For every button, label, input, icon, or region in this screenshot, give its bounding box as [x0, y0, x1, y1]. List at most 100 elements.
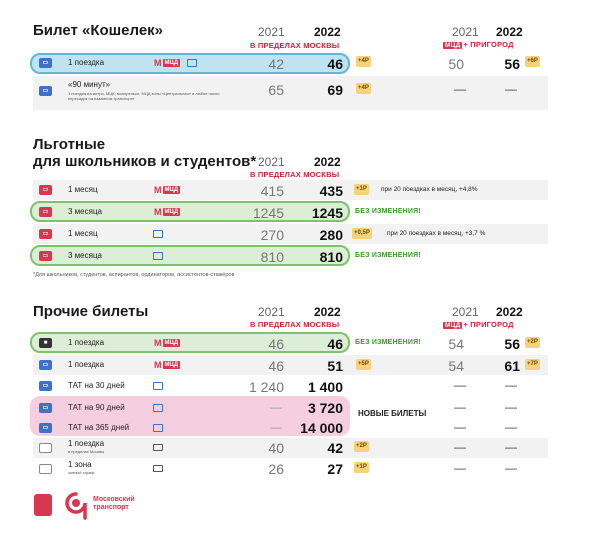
price-2021: 40 [268, 440, 284, 456]
card-icon: ▭ [39, 381, 52, 391]
dash: — [454, 420, 466, 434]
card-icon: ▭ [39, 423, 52, 433]
increase-tag: +4Р [356, 83, 371, 94]
dash: — [505, 82, 517, 96]
student-card-icon: ▭ [39, 185, 52, 195]
table-row [33, 438, 548, 458]
increase-tag-suburb: +6Р [525, 56, 540, 67]
zone-moscow: В ПРЕДЕЛАХ МОСКВЫ [250, 170, 340, 179]
dash: — [454, 400, 466, 414]
card-reader-icon [153, 382, 163, 390]
price-2021: 65 [268, 82, 284, 98]
dash: — [505, 420, 517, 434]
dash: — [454, 378, 466, 392]
dash: — [505, 400, 517, 414]
zone-moscow: В ПРЕДЕЛАХ МОСКВЫ [250, 41, 340, 50]
highlight-bar [30, 245, 350, 266]
increase-tag: +1Р [354, 184, 369, 195]
footnote: *Для школьников, студентов, аспирантов, … [33, 272, 235, 278]
card-icon: ▭ [39, 403, 52, 413]
student-card-icon: ▭ [39, 251, 52, 261]
year-2022-suburb: 2022 [496, 305, 523, 319]
increase-tag-suburb: +2Р [525, 337, 540, 348]
table-row [33, 180, 548, 200]
ticket-description: зонный тариф [68, 470, 95, 475]
metro-mcd-icon: М МЦД [154, 360, 181, 370]
paper-ticket-icon [39, 464, 52, 474]
ticket-label: 1 поездка [68, 360, 105, 369]
paper-ticket-icon [39, 443, 52, 453]
ticket-label: 1 поездка [68, 439, 105, 448]
section-subtitle: для школьников и студентов* [33, 153, 257, 170]
dash: — [454, 440, 466, 454]
price-2021: 415 [260, 183, 284, 199]
bus-icon [153, 444, 163, 451]
increase-tag: +0,5Р [352, 228, 372, 239]
dash: — [270, 420, 282, 434]
increase-tag: +5Р [356, 359, 371, 370]
transport-logo-icon [65, 492, 87, 520]
price-2022: 42 [327, 440, 343, 456]
table-row [33, 76, 548, 110]
ticket-label: «90 минут» [68, 80, 111, 89]
card-icon: ▭ [39, 360, 52, 370]
no-change-note: БЕЗ ИЗМЕНЕНИЯ! [355, 252, 421, 259]
moscow-coat-of-arms-icon [34, 494, 52, 516]
dash: — [505, 440, 517, 454]
zone-mcd-suburb: МЦД + ПРИГОРОД [443, 40, 514, 49]
price-2022: 3 720 [307, 400, 343, 416]
price-2022: 69 [327, 82, 343, 98]
year-2021: 2021 [258, 155, 285, 169]
token-icon: ■ [39, 338, 52, 348]
price-2022: 1 400 [307, 379, 343, 395]
metro-mcd-icon: М МЦД [154, 207, 181, 217]
price-2022: 46 [327, 56, 343, 72]
increase-tag-suburb: +7Р [525, 359, 540, 370]
price-2022: 280 [319, 227, 343, 243]
metro-mcd-icon: М МЦД [154, 58, 181, 68]
dash: — [505, 378, 517, 392]
ticket-label: 1 зона [68, 460, 92, 469]
card-icon: ▭ [39, 58, 52, 68]
new-tickets-highlight [30, 396, 350, 436]
price-2022: 435 [319, 183, 343, 199]
student-card-icon: ▭ [39, 207, 52, 217]
price-2021: 1 240 [248, 379, 284, 395]
price-2021: 270 [260, 227, 284, 243]
price-2022-suburb: 56 [504, 56, 520, 72]
year-2022: 2022 [314, 155, 341, 169]
increase-tag: +4Р [356, 56, 371, 67]
ticket-label: ТАТ на 90 дней [68, 403, 125, 412]
year-2022: 2022 [314, 25, 341, 39]
metro-mcd-icon: М МЦД [154, 338, 181, 348]
section-title-prochie: Прочие билеты [33, 303, 149, 320]
ticket-description: 1 поездка на метро, МЦК, монорельсе, МЦД… [68, 91, 220, 101]
ticket-label: ТАТ на 365 дней [68, 423, 130, 432]
metro-mcd-icon: М МЦД [154, 185, 181, 195]
price-2022: 46 [327, 336, 343, 352]
price-2022: 27 [327, 461, 343, 477]
price-2022: 14 000 [300, 420, 343, 436]
price-2022: 1245 [311, 205, 343, 221]
dash: — [454, 82, 466, 96]
price-2021: 46 [268, 336, 284, 352]
price-2022-suburb: 56 [504, 336, 520, 352]
ticket-label: 1 поездка [68, 338, 105, 347]
ticket-label: 1 месяц [68, 185, 98, 194]
dash: — [505, 461, 517, 475]
highlight-bar [30, 53, 350, 74]
dash: — [454, 461, 466, 475]
new-tickets-label: НОВЫЕ БИЛЕТЫ [358, 409, 427, 418]
year-2022-suburb: 2022 [496, 25, 523, 39]
year-2022: 2022 [314, 305, 341, 319]
price-2021-suburb: 54 [448, 358, 464, 374]
ticket-label: 1 месяц [68, 229, 98, 238]
ticket-label: 3 месяца [68, 207, 102, 216]
ticket-label: 3 месяца [68, 251, 102, 260]
ticket-description: в пределах Москвы [68, 449, 105, 454]
price-2021: 46 [268, 358, 284, 374]
note: при 20 поездках в месяц, +4,8% [381, 186, 478, 193]
bus-icon [153, 465, 163, 472]
price-2022: 810 [319, 249, 343, 265]
year-2021-suburb: 2021 [452, 25, 479, 39]
